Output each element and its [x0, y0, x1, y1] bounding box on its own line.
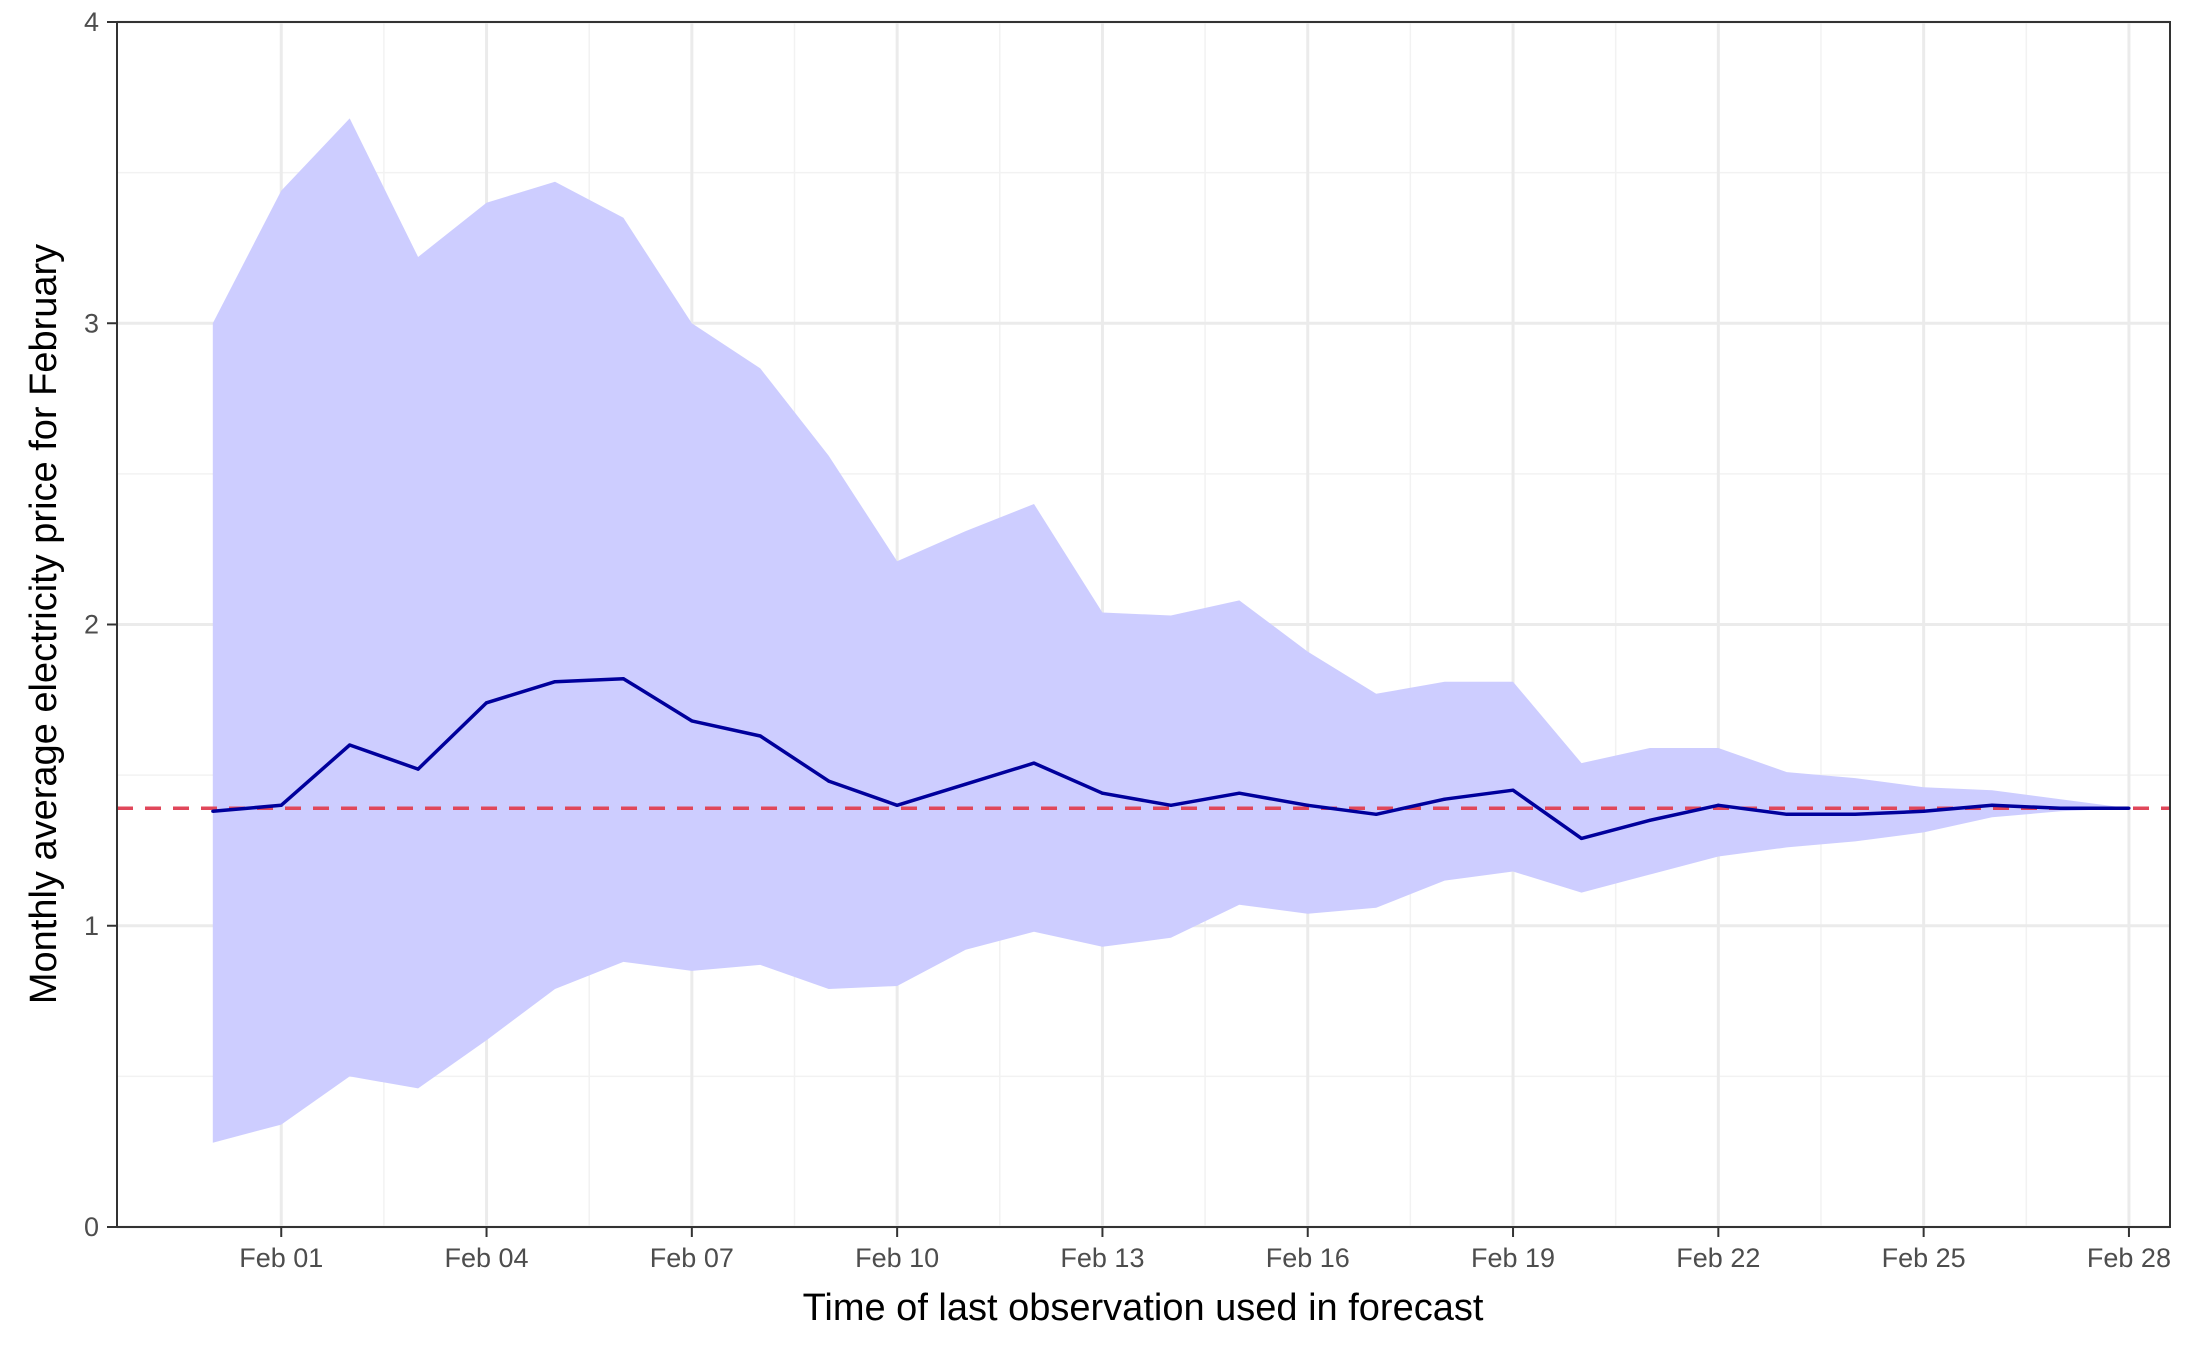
x-tick-label: Feb 16 — [1266, 1243, 1350, 1273]
x-tick-label: Feb 22 — [1676, 1243, 1760, 1273]
data-point — [1922, 809, 1926, 813]
data-point — [348, 743, 352, 747]
data-point — [1579, 836, 1584, 840]
data-point — [690, 719, 694, 723]
data-point — [1306, 803, 1310, 807]
x-tick-label: Feb 01 — [239, 1243, 323, 1273]
x-tick-label: Feb 10 — [855, 1243, 939, 1273]
data-point — [1374, 812, 1378, 816]
data-point — [1032, 761, 1036, 765]
data-point — [1648, 818, 1652, 822]
band-area — [212, 118, 2129, 1143]
data-point — [895, 803, 899, 807]
y-tick-label: 2 — [84, 610, 99, 640]
x-tick-label: Feb 25 — [1882, 1243, 1966, 1273]
x-axis-title: Time of last observation used in forecas… — [803, 1287, 1484, 1329]
data-point — [1990, 803, 1994, 807]
y-tick-label: 0 — [84, 1212, 99, 1242]
x-tick-label: Feb 04 — [445, 1243, 529, 1273]
data-point — [1443, 797, 1447, 801]
data-point — [2058, 806, 2063, 810]
data-point — [484, 701, 489, 705]
axes: Feb 01 Feb 04 Feb 07 Feb 10 Feb 13 Feb 16 Feb … — [84, 7, 2171, 1273]
y-axis-title: Monthly average electricity price for Fe… — [23, 244, 65, 1004]
prediction-interval-band — [212, 118, 2129, 1143]
data-point — [279, 803, 283, 807]
x-tick-label: Feb 19 — [1471, 1243, 1555, 1273]
data-point — [2127, 806, 2131, 810]
data-point — [1853, 812, 1857, 816]
y-tick-label: 1 — [84, 911, 99, 941]
data-point — [1785, 812, 1789, 816]
data-point — [963, 782, 968, 786]
x-tick-label: Feb 07 — [650, 1243, 734, 1273]
x-tick-label: Feb 13 — [1060, 1243, 1144, 1273]
data-point — [758, 734, 762, 738]
y-tick-label: 3 — [84, 308, 99, 338]
forecast-line — [211, 676, 2131, 841]
data-point — [211, 809, 215, 813]
data-point — [621, 677, 626, 681]
data-point — [827, 779, 831, 783]
data-point — [1511, 788, 1515, 792]
data-point — [1169, 803, 1173, 807]
x-tick-label: Feb 28 — [2087, 1243, 2171, 1273]
data-point — [1237, 791, 1241, 795]
data-point — [553, 680, 557, 684]
data-point — [1100, 791, 1105, 795]
data-point — [1716, 803, 1720, 807]
data-point — [416, 767, 420, 771]
y-tick-label: 4 — [84, 7, 99, 37]
